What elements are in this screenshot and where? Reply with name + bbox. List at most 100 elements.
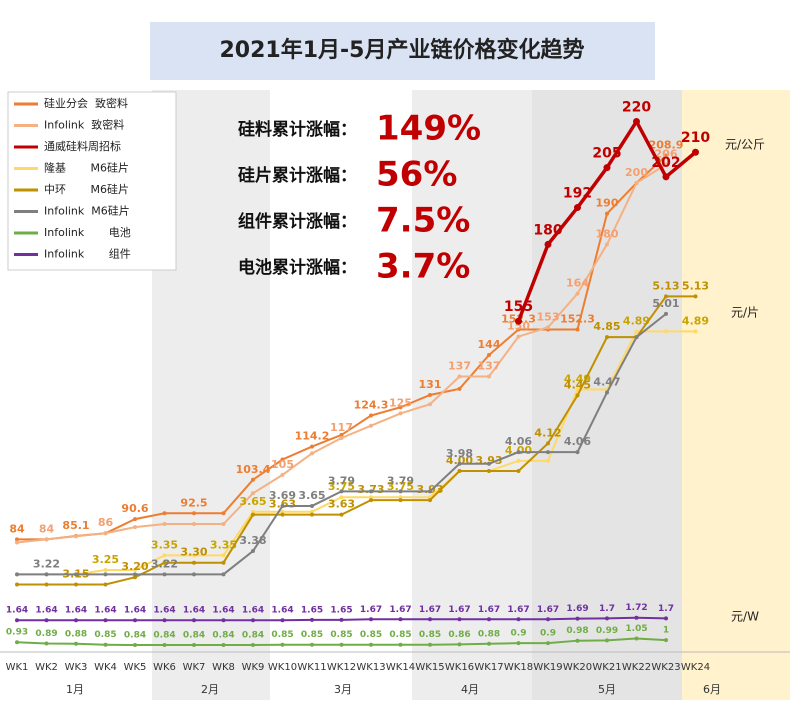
data-label: 0.98 [566,626,588,636]
x-tick-label: WK18 [504,662,533,673]
data-point [74,582,78,587]
data-label: 0.88 [478,629,500,639]
data-point [544,240,552,248]
data-label: 137 [478,360,501,373]
data-point [605,335,609,340]
data-point [133,643,137,648]
data-point [693,329,698,334]
data-point [339,617,344,622]
annotation-label: 电池累计涨幅： [238,257,357,278]
data-point [103,531,108,536]
data-point [251,491,255,496]
x-tick-label: WK9 [242,662,265,673]
data-point [516,617,521,622]
data-label: 105 [271,458,294,471]
data-point [605,390,609,395]
data-label: 3.65 [239,495,266,508]
data-point [369,617,373,622]
data-label: 3.79 [387,474,414,487]
data-point [15,582,19,587]
data-label: 3.25 [92,553,119,566]
data-point [634,329,639,334]
data-label: 3.30 [180,546,207,559]
data-point [162,572,167,577]
data-point [280,618,285,623]
data-label: 1.67 [478,605,500,615]
data-point [664,638,668,643]
month-band [270,90,412,700]
data-point [575,291,580,296]
data-point [192,553,196,558]
data-point [516,450,521,455]
data-point [457,469,462,474]
data-point [221,511,226,516]
data-point [339,432,344,437]
data-label: 200 [625,166,648,179]
data-point [516,458,521,463]
data-label: 1.69 [566,604,588,614]
data-point [428,392,432,397]
x-tick-label: WK11 [297,662,326,673]
data-point [574,204,581,212]
data-point [428,498,432,503]
data-label: 3.35 [210,538,237,551]
data-label: 1.67 [389,605,411,615]
data-point [221,643,226,648]
data-point [103,567,108,572]
data-point [221,618,226,623]
data-point [15,540,19,545]
data-label: 202 [651,155,680,171]
data-label: 3.79 [328,474,355,487]
data-label: 3.75 [387,480,414,493]
title-box [150,22,655,80]
x-tick-label: WK14 [386,662,415,673]
data-label: 1.64 [242,606,264,616]
data-point [487,353,491,358]
data-point [457,386,462,391]
data-label: 4.89 [682,314,709,327]
data-label: 117 [330,421,353,434]
data-label: 1.67 [419,605,441,615]
data-label: 131 [419,378,442,391]
data-point [516,469,521,474]
data-point [664,294,668,299]
x-tick-label: WK3 [65,662,88,673]
data-point [192,511,196,516]
data-point [634,615,639,620]
data-point [74,618,78,623]
data-label: 208.9 [649,139,684,152]
data-point [251,509,255,514]
legend-label: 中环 M6硅片 [44,183,129,196]
data-label: 0.9 [540,629,556,639]
data-label: 86 [98,516,114,529]
data-label: 1.67 [507,605,529,615]
data-point [428,617,432,622]
chart-title: 2021年1月-5月产业链价格变化趋势 [220,37,585,63]
data-point [664,329,668,334]
month-label: 2月 [201,683,219,696]
data-label: 5.13 [652,279,679,292]
data-point [280,503,285,508]
data-point [369,498,373,503]
data-label: 4.89 [623,314,650,327]
data-label: 84 [39,522,55,535]
data-point [633,118,640,126]
x-tick-label: WK7 [183,662,206,673]
data-point [74,534,78,539]
data-point [339,642,344,647]
x-tick-label: WK2 [35,662,58,673]
data-point [398,498,403,503]
annotation-value: 3.7% [376,247,470,287]
x-tick-label: WK20 [563,662,592,673]
data-point [369,495,373,500]
data-point [487,374,491,379]
x-tick-label: WK19 [533,662,562,673]
data-label: 1.7 [658,604,674,614]
data-label: 0.99 [596,626,618,636]
data-point [575,327,580,332]
data-point [310,444,314,449]
data-point [103,582,108,587]
data-point [605,242,609,247]
data-label: 1.64 [124,606,146,616]
